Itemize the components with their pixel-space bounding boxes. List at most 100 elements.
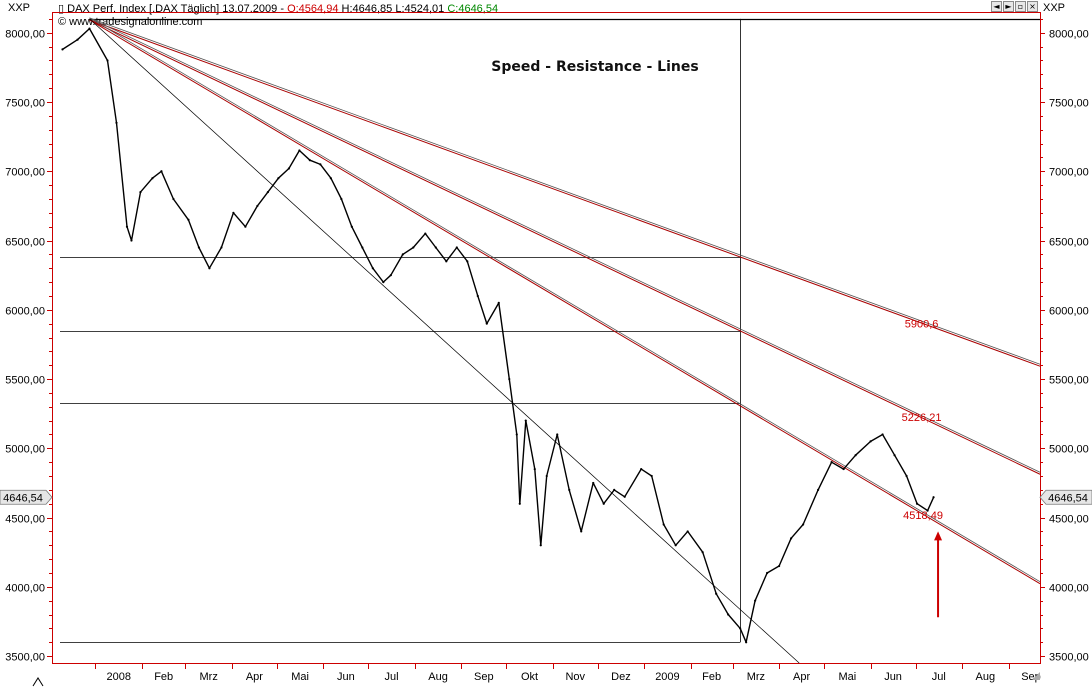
price-point (298, 149, 301, 152)
price-point (602, 502, 605, 505)
price-point (244, 225, 247, 228)
x-tick-label: Mai (291, 671, 309, 683)
price-point (869, 440, 872, 443)
price-point (556, 433, 559, 436)
price-point (745, 641, 748, 644)
price-point (905, 474, 908, 478)
last-price-label: 4646,54 (3, 492, 43, 504)
price-point (524, 419, 527, 422)
price-point (256, 204, 259, 208)
price-point (350, 225, 353, 228)
price-point (412, 246, 415, 249)
price-point (518, 502, 521, 505)
symbol-left: XXP (8, 2, 31, 14)
price-point (623, 495, 626, 498)
price-point (371, 267, 374, 270)
price-point (361, 246, 364, 249)
y-tick-label: 4000,00 (1049, 583, 1089, 595)
restore-button[interactable]: ▫ (1015, 1, 1026, 12)
price-point (232, 211, 235, 214)
price-point (515, 433, 518, 436)
price-point (842, 467, 845, 471)
price-point (434, 246, 437, 249)
y-tick-label: 7000,00 (5, 167, 45, 179)
up-arrow-head-icon (934, 531, 943, 541)
resistance-value-label: 4518,49 (903, 510, 943, 522)
price-series-line (62, 27, 935, 643)
price-point (151, 177, 154, 180)
x-tick-label: Nov (565, 671, 585, 683)
close-button[interactable]: × (1027, 1, 1038, 12)
corner-arrow-icon (32, 677, 44, 687)
x-tick-label: Aug (428, 671, 448, 683)
price-point (139, 190, 142, 194)
price-point (580, 530, 583, 533)
price-point (568, 488, 571, 491)
price-point (455, 246, 458, 249)
resistance-line (89, 17, 1041, 473)
x-tick-label: Mai (838, 671, 856, 683)
price-point (754, 599, 757, 602)
y-tick-label: 8000,00 (1049, 29, 1089, 41)
price-point (130, 239, 133, 242)
price-point (197, 246, 201, 249)
last-price-box (0, 489, 53, 505)
x-tick-label: 2008 (106, 671, 130, 683)
y-tick-label: 7500,00 (1049, 98, 1089, 110)
x-tick-label: Okt (521, 671, 538, 683)
y-tick-label: 4000,00 (5, 583, 45, 595)
price-point (340, 197, 343, 201)
price-point (277, 177, 280, 180)
y-tick-label: 8000,00 (5, 29, 45, 41)
x-tick-label: Apr (246, 671, 263, 683)
price-point (389, 274, 392, 277)
price-point (592, 481, 595, 485)
price-point (382, 280, 385, 284)
resistance-value-label: 5226,21 (902, 412, 942, 424)
price-point (830, 461, 833, 464)
last-price-label: 4646,54 (1048, 492, 1088, 504)
price-point (508, 377, 511, 381)
y-tick-label: 3500,00 (5, 652, 45, 664)
price-point (160, 170, 163, 173)
price-point (76, 38, 79, 41)
scroll-left-button[interactable]: ◄ (991, 1, 1002, 12)
x-tick-label: Sep (474, 671, 494, 683)
price-point (88, 27, 91, 30)
price-point (766, 571, 769, 575)
price-point (662, 523, 665, 526)
x-tick-label: Feb (154, 671, 173, 683)
price-point (172, 197, 175, 201)
price-point (686, 530, 689, 533)
price-point (715, 592, 718, 595)
price-point (727, 613, 730, 616)
y-tick-label: 7500,00 (5, 98, 45, 110)
price-point (125, 225, 129, 228)
y-tick-label: 5500,00 (5, 375, 45, 387)
price-point (701, 551, 704, 554)
price-point (401, 253, 404, 256)
y-tick-label: 6500,00 (1049, 237, 1089, 249)
price-point (208, 267, 211, 270)
y-tick-label: 6500,00 (5, 237, 45, 249)
x-tick-label: Jun (884, 671, 902, 683)
price-point (932, 496, 935, 499)
y-tick-label: 5500,00 (1049, 375, 1089, 387)
last-price-marker: 4646,54 (0, 489, 53, 505)
price-point (106, 59, 109, 62)
scroll-right-button[interactable]: ► (1003, 1, 1014, 12)
price-point (790, 537, 793, 540)
price-point (187, 218, 190, 221)
y-tick-label: 4500,00 (5, 514, 45, 526)
y-tick-label: 6000,00 (1049, 306, 1089, 318)
resize-grip-icon[interactable] (1032, 672, 1040, 680)
resistance-line (89, 17, 1041, 365)
price-point (640, 467, 643, 471)
x-tick-label: Aug (975, 671, 995, 683)
price-point (319, 163, 322, 166)
chart-title: Speed - Resistance - Lines (491, 59, 698, 75)
price-point (802, 523, 805, 526)
x-tick-label: Dez (611, 671, 631, 683)
x-tick-label: Mrz (200, 671, 218, 683)
